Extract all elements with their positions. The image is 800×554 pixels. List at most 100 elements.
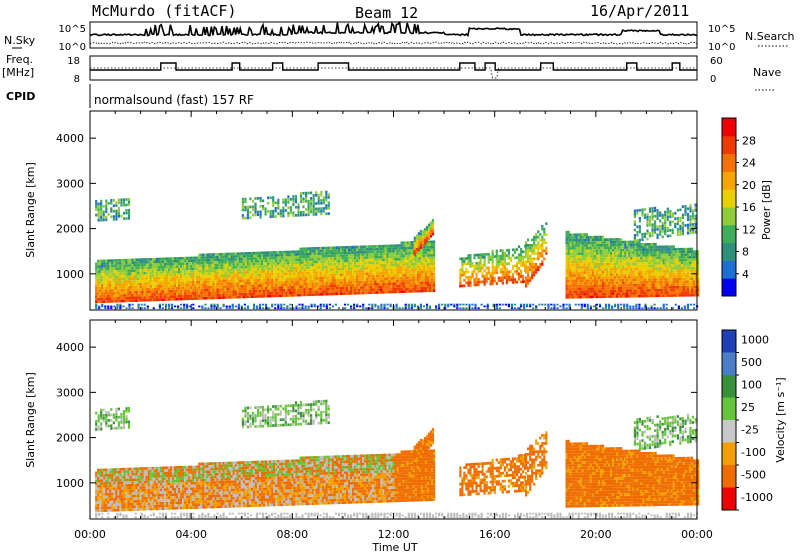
scatter-cell bbox=[294, 214, 298, 217]
scatter-cell bbox=[416, 284, 419, 287]
scatter-cell bbox=[317, 260, 320, 264]
scatter-cell bbox=[261, 276, 264, 279]
scatter-cell bbox=[327, 290, 330, 293]
scatter-cell bbox=[565, 244, 568, 248]
scatter-cell bbox=[475, 283, 478, 287]
scatter-cell bbox=[325, 279, 328, 282]
scatter-cell bbox=[335, 273, 338, 277]
scatter-cell bbox=[333, 254, 336, 258]
scatter-cell bbox=[656, 245, 659, 249]
scatter-cell bbox=[424, 286, 428, 290]
freq-left-label-2: [MHz] bbox=[2, 66, 34, 79]
scatter-cell bbox=[331, 246, 334, 250]
scatter-cell bbox=[610, 278, 613, 282]
scatter-cell bbox=[125, 299, 128, 303]
scatter-cell bbox=[333, 279, 336, 282]
scatter-cell bbox=[429, 224, 433, 227]
scatter-cell bbox=[317, 268, 320, 272]
scatter-cell bbox=[147, 282, 150, 286]
scatter-cell bbox=[202, 296, 205, 300]
scatter-cell bbox=[303, 277, 306, 280]
scatter-cell bbox=[422, 267, 425, 271]
scatter-cell bbox=[682, 294, 685, 297]
scatter-cell bbox=[323, 276, 326, 280]
scatter-cell bbox=[143, 271, 146, 275]
scatter-cell bbox=[292, 200, 295, 204]
scatter-cell bbox=[658, 267, 661, 270]
scatter-cell bbox=[267, 275, 270, 279]
scatter-cell bbox=[228, 279, 231, 283]
scatter-cell bbox=[174, 292, 177, 296]
scatter-cell bbox=[271, 256, 274, 260]
scatter-cell bbox=[302, 205, 305, 209]
scatter-cell bbox=[682, 264, 685, 267]
scatter-cell bbox=[597, 254, 601, 258]
scatter-cell bbox=[535, 238, 538, 242]
scatter-cell bbox=[339, 276, 343, 279]
scatter-cell bbox=[155, 298, 158, 302]
scatter-cell bbox=[299, 250, 302, 253]
scatter-cell bbox=[620, 254, 623, 257]
scatter-cell bbox=[153, 276, 156, 280]
scatter-cell bbox=[222, 263, 225, 267]
scatter-cell bbox=[208, 294, 211, 297]
scatter-cell bbox=[293, 266, 296, 270]
scatter-cell bbox=[620, 248, 623, 252]
scatter-cell bbox=[254, 276, 258, 279]
scatter-cell bbox=[352, 253, 355, 257]
scatter-cell bbox=[323, 292, 326, 296]
scatter-cell bbox=[608, 254, 611, 258]
scatter-cell bbox=[644, 286, 647, 290]
scatter-cell bbox=[192, 297, 195, 300]
scatter-cell bbox=[378, 291, 381, 294]
scatter-cell bbox=[153, 290, 156, 294]
scatter-cell bbox=[200, 269, 203, 273]
scatter-cell bbox=[279, 256, 282, 260]
scatter-cell bbox=[628, 273, 631, 276]
scatter-cell bbox=[376, 250, 379, 254]
scatter-cell bbox=[601, 292, 605, 296]
scatter-cell bbox=[202, 294, 205, 297]
scatter-cell bbox=[603, 279, 607, 282]
scatter-cell bbox=[376, 283, 379, 286]
scatter-cell bbox=[463, 279, 466, 282]
scatter-cell bbox=[648, 253, 651, 257]
scatter-cell bbox=[271, 253, 274, 257]
scatter-cell bbox=[577, 276, 580, 280]
scatter-cell bbox=[192, 294, 195, 298]
scatter-cell bbox=[374, 258, 377, 262]
scatter-cell bbox=[591, 271, 594, 274]
scatter-cell bbox=[638, 248, 641, 252]
scatter-cell bbox=[178, 276, 181, 279]
scatter-cell bbox=[230, 266, 233, 269]
scatter-cell bbox=[366, 264, 369, 267]
scatter-cell bbox=[648, 259, 651, 262]
scatter-cell bbox=[269, 251, 272, 254]
scatter-cell bbox=[180, 289, 183, 293]
scatter-cell bbox=[287, 267, 290, 270]
scatter-cell bbox=[194, 280, 197, 284]
scatter-cell bbox=[335, 289, 338, 293]
scatter-cell bbox=[246, 260, 249, 263]
scatter-cell bbox=[608, 276, 611, 279]
scatter-cell bbox=[686, 247, 690, 251]
scatter-cell bbox=[610, 259, 613, 263]
scatter-cell bbox=[169, 268, 173, 271]
scatter-cell bbox=[433, 281, 436, 284]
scatter-cell bbox=[315, 207, 318, 211]
scatter-cell bbox=[111, 267, 114, 271]
scatter-cell bbox=[473, 278, 476, 281]
scatter-cell bbox=[646, 281, 649, 284]
scatter-cell bbox=[390, 252, 393, 256]
scatter-cell bbox=[693, 285, 696, 289]
scatter-cell bbox=[404, 273, 407, 277]
scatter-cell bbox=[378, 263, 381, 267]
scatter-cell bbox=[585, 254, 588, 258]
scatter-cell bbox=[626, 243, 629, 247]
scatter-cell bbox=[149, 263, 152, 267]
scatter-cell bbox=[577, 238, 580, 242]
scatter-cell bbox=[214, 288, 217, 292]
scatter-cell bbox=[317, 293, 320, 296]
scatter-cell bbox=[343, 275, 347, 279]
scatter-cell bbox=[297, 261, 300, 264]
